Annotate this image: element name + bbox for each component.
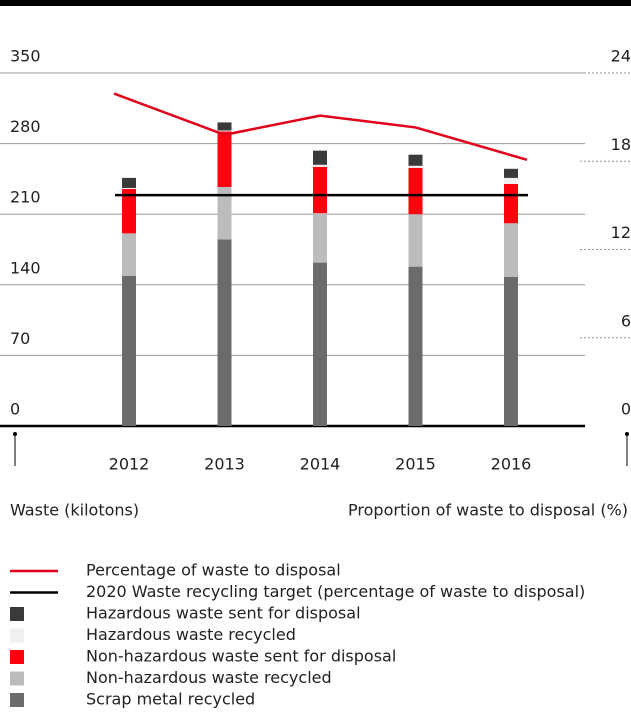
y-tick-label: 0 <box>10 400 20 419</box>
bar-segment <box>313 213 327 263</box>
legend-swatch <box>10 671 24 686</box>
legend-swatch <box>10 650 24 664</box>
top-rule <box>0 0 631 6</box>
x-tick-label: 2014 <box>300 455 341 474</box>
y2-axis-label: Proportion of waste to disposal (%) <box>348 501 628 520</box>
y2-tick-label: 18 <box>611 135 631 154</box>
legend-label: 2020 Waste recycling target (percentage … <box>86 582 585 601</box>
x-tick-label: 2015 <box>395 455 436 474</box>
bar-segment <box>217 131 232 187</box>
bar-segment <box>122 177 136 188</box>
bar-segment <box>122 233 136 276</box>
axis-marker-dot <box>13 432 17 436</box>
y2-tick-label: 24 <box>611 47 631 66</box>
legend-swatch <box>10 628 24 643</box>
bar-segment <box>504 276 518 426</box>
bar-segment <box>217 239 232 426</box>
bar-segment <box>313 164 327 167</box>
bar-segment <box>408 154 423 166</box>
bar-segment <box>313 166 327 214</box>
y-tick-label: 70 <box>10 329 30 348</box>
legend-label: Percentage of waste to disposal <box>86 561 341 580</box>
axis-marker-dot <box>625 432 629 436</box>
bar-segment <box>408 165 423 168</box>
bar-segment <box>313 150 327 165</box>
y-tick-label: 280 <box>10 117 41 136</box>
bar-segment <box>122 188 136 234</box>
legend-label: Scrap metal recycled <box>86 690 255 709</box>
bar-segment <box>504 177 518 184</box>
legend-label: Non-hazardous waste recycled <box>86 668 332 687</box>
bar-segment <box>217 122 232 131</box>
bar-segment <box>504 183 518 224</box>
x-tick-label: 2016 <box>491 455 532 474</box>
bar-segment <box>504 168 518 178</box>
bar-segment <box>504 223 518 277</box>
x-tick-label: 2012 <box>109 455 150 474</box>
bar-segment <box>408 214 423 267</box>
y-tick-label: 140 <box>10 258 41 277</box>
bar-segment <box>217 130 232 132</box>
bar-segment <box>217 186 232 240</box>
y2-tick-label: 6 <box>621 311 631 330</box>
legend-label: Hazardous waste sent for disposal <box>86 604 361 623</box>
y2-tick-label: 12 <box>611 223 631 242</box>
legend-label: Hazardous waste recycled <box>86 625 296 644</box>
y-tick-label: 350 <box>10 47 41 66</box>
y2-tick-label: 0 <box>621 400 631 419</box>
legend-swatch <box>10 693 24 707</box>
bar-segment <box>408 167 423 215</box>
x-tick-label: 2013 <box>204 455 245 474</box>
bar-segment <box>408 266 423 426</box>
legend-swatch <box>10 607 24 621</box>
bar-segment <box>122 187 136 189</box>
bar-segment <box>122 275 136 426</box>
line-series <box>113 92 528 161</box>
y-tick-label: 210 <box>10 188 41 207</box>
y-axis-label: Waste (kilotons) <box>10 501 139 520</box>
legend-label: Non-hazardous waste sent for disposal <box>86 647 396 666</box>
bar-segment <box>313 262 327 426</box>
